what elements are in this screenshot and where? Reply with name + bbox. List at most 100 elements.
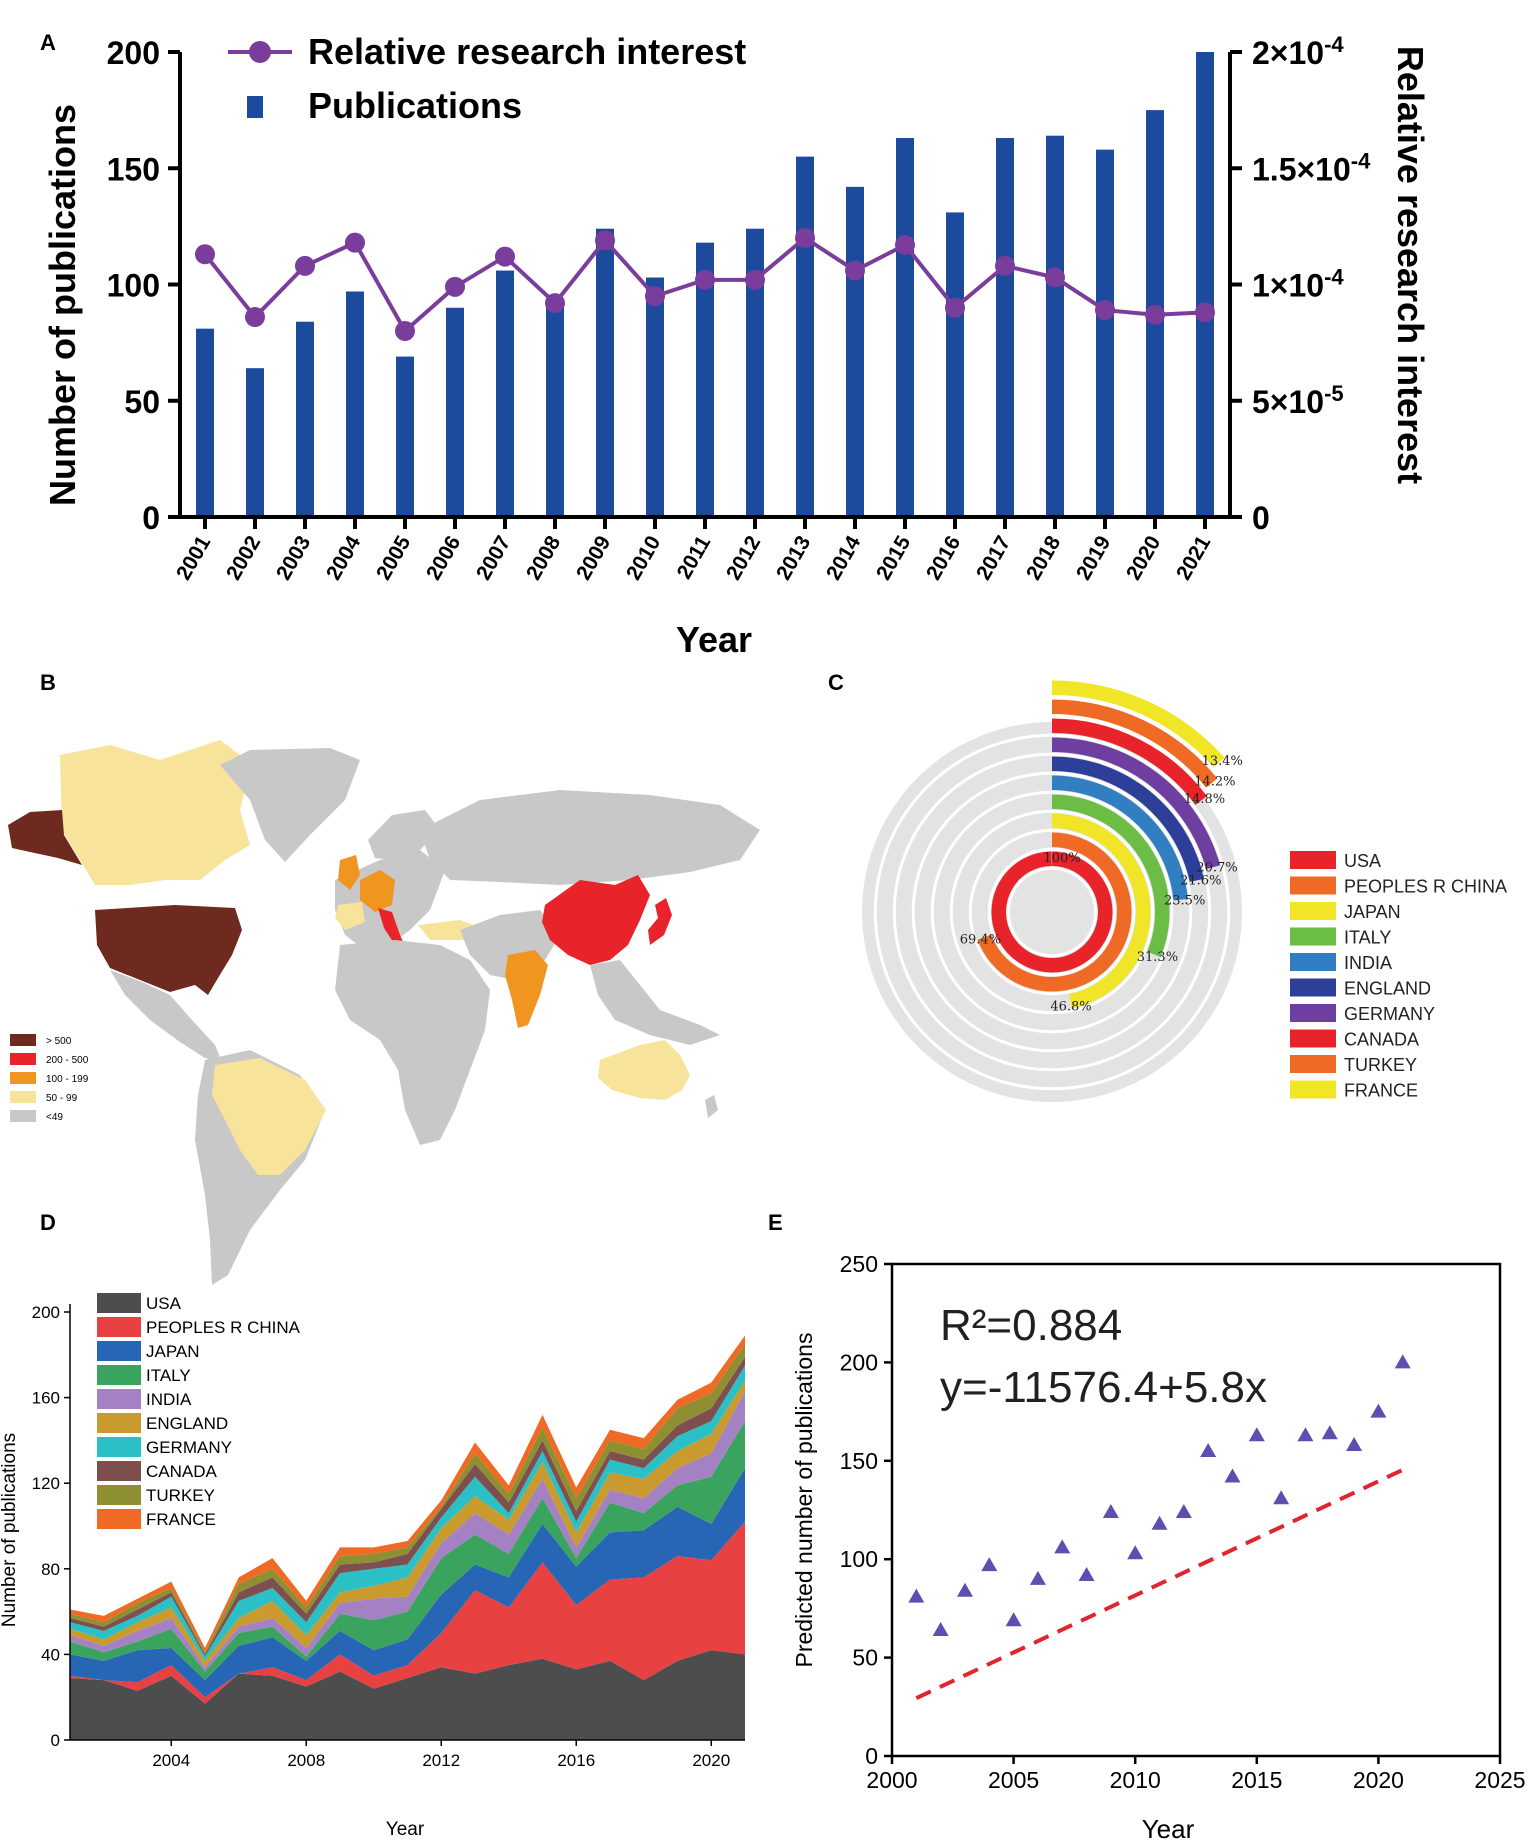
panel-b-legend: > 500 200 - 500 100 - 199 50 - 99 <49 [10, 1034, 89, 1123]
map-usa [95, 905, 242, 995]
legend-swatch-1 [10, 1053, 36, 1065]
panel-e-points [908, 1354, 1411, 1637]
ring-separator [1006, 866, 1098, 958]
map-uk [338, 855, 360, 890]
legend-swatch-0 [1290, 851, 1336, 869]
ring-turkey [1051, 699, 1218, 788]
x-tick-label: 2012 [422, 1751, 460, 1770]
x-tick-label: 2016 [557, 1751, 595, 1770]
point-2002 [932, 1622, 949, 1637]
panel-d-axes: 0 40 80 120 160 200 2004 2008 2012 2016 2020 [32, 1303, 745, 1770]
legend-label-3: ITALY [1344, 928, 1391, 948]
x-tick-label: 2020 [1353, 1767, 1404, 1793]
x-tick-label-2003: 2003 [272, 532, 315, 584]
y2-tick-label: 1×10-4 [1252, 265, 1344, 304]
y-tick-label: 0 [865, 1743, 878, 1769]
legend-label-5: ENGLAND [1344, 979, 1431, 999]
panel-d-label: D [40, 1210, 56, 1235]
legend-swatch-4 [10, 1110, 36, 1122]
interest-point-2015 [895, 234, 915, 255]
panel-d-y-axis-title: Number of publications [0, 1433, 20, 1627]
legend-swatch-3 [97, 1365, 141, 1385]
panel-e-equation: y=-11576.4+5.8x [940, 1363, 1267, 1412]
ring-germany [1051, 737, 1221, 870]
point-2007 [1054, 1539, 1071, 1554]
legend-label-4: <49 [46, 1112, 63, 1123]
legend-label-3: ITALY [146, 1366, 191, 1385]
interest-point-2019 [1095, 300, 1115, 321]
y2-tick-label: 5×10-5 [1252, 381, 1344, 420]
panel-e-r-squared: R²=0.884 [940, 1301, 1122, 1350]
y-tick-label: 100 [840, 1546, 878, 1572]
area-italy [70, 1421, 745, 1681]
y2-tick-label: 2×10-4 [1252, 32, 1344, 71]
ring-separator [854, 714, 1250, 1110]
area-peoples-r-china [70, 1521, 745, 1704]
x-tick-label: 2004 [152, 1751, 190, 1770]
ring-label-0: 100% [1043, 851, 1080, 866]
x-tick-label-2020: 2020 [1122, 532, 1165, 584]
panel-a-legend: Relative research interest Publications [228, 31, 746, 126]
bar-2003 [296, 321, 314, 517]
ring-label-3: 31.3% [1137, 950, 1178, 965]
bar-2005 [396, 356, 414, 517]
legend-swatch-4 [1290, 953, 1336, 971]
legend-swatch-4 [97, 1389, 141, 1409]
y-tick-label: 100 [107, 268, 160, 304]
x-tick-label: 2015 [1231, 1767, 1282, 1793]
interest-point-2013 [795, 228, 815, 248]
bar-2013 [796, 156, 814, 517]
interest-point-2020 [1145, 304, 1165, 325]
legend-swatch-5 [97, 1413, 141, 1433]
y-tick-label: 80 [41, 1560, 60, 1579]
bar-2014 [846, 186, 864, 517]
interest-point-2014 [845, 260, 865, 281]
bar-2008 [546, 305, 564, 517]
point-2005 [1005, 1612, 1022, 1627]
x-tick-label-2004: 2004 [322, 532, 365, 584]
legend-bar-swatch [247, 96, 263, 118]
ring-india [1051, 775, 1188, 901]
interest-point-2008 [545, 293, 565, 314]
plot-frame [890, 1262, 1502, 1758]
point-2008 [1078, 1566, 1095, 1581]
map-france-germany [360, 870, 395, 912]
world-map [8, 740, 760, 1285]
bar-2017 [996, 138, 1014, 517]
x-tick-label-2001: 2001 [172, 532, 215, 584]
x-tick-label-2014: 2014 [822, 532, 865, 584]
panel-e-axes: 0 50 100 150 200 250 2000 2005 2010 2015 2020 2025 [840, 1251, 1526, 1793]
panel-c-rings [759, 619, 1345, 1205]
x-tick-label-2018: 2018 [1022, 532, 1065, 584]
legend-swatch-0 [97, 1293, 141, 1313]
panel-b-label: B [40, 670, 56, 695]
panel-a-bars [196, 52, 1214, 518]
panel-a-y2-axis-title: Relative research interest [1390, 46, 1431, 484]
legend-swatch-8 [1290, 1055, 1336, 1073]
y-tick-label: 50 [124, 384, 160, 420]
trend-line [915, 1468, 1404, 1700]
map-southeast-asia [590, 960, 720, 1045]
legend-label-0: > 500 [46, 1036, 72, 1047]
ring-separator [892, 752, 1212, 1072]
legend-label-1: PEOPLES R CHINA [146, 1318, 301, 1337]
bar-2007 [496, 270, 514, 517]
ring-label-4: 23.5% [1164, 893, 1205, 908]
point-2011 [1151, 1515, 1168, 1530]
x-tick-label-2021: 2021 [1172, 532, 1215, 584]
point-2018 [1321, 1425, 1338, 1440]
ring-separator [835, 695, 1269, 1129]
legend-label-1: 200 - 500 [46, 1055, 89, 1066]
ring-label-5: 21.6% [1180, 874, 1221, 889]
point-2010 [1127, 1545, 1144, 1560]
legend-label-9: FRANCE [1344, 1081, 1418, 1101]
ring-peoples-r-china [977, 832, 1132, 992]
panel-d-areas [70, 1335, 745, 1740]
x-tick-label-2010: 2010 [622, 532, 665, 584]
y-tick-label: 40 [41, 1645, 60, 1664]
x-tick-label: 2010 [1110, 1767, 1161, 1793]
legend-swatch-7 [97, 1461, 141, 1481]
y-tick-label: 160 [32, 1389, 60, 1408]
legend-relative-interest: Relative research interest [308, 31, 746, 72]
